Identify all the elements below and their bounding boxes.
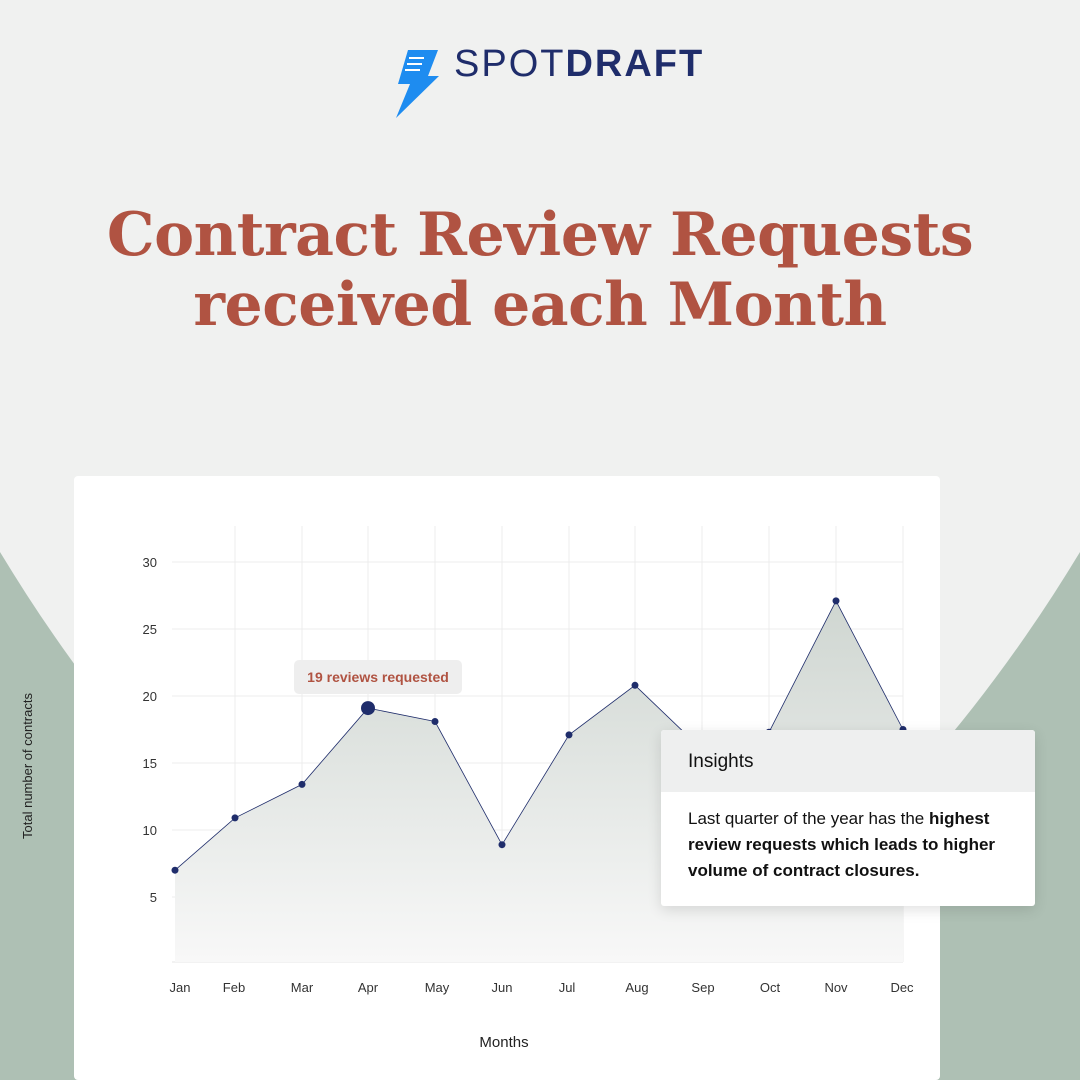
lightning-bolt-icon [396,50,439,118]
data-point[interactable] [298,780,306,788]
insights-body: Last quarter of the year has the highest… [661,792,1035,884]
x-tick-label: Oct [760,980,781,995]
y-tick-label: 5 [150,890,157,905]
x-tick-label: Jul [559,980,576,995]
data-point[interactable] [832,597,840,605]
x-tick-label: Jun [492,980,513,995]
y-tick-label: 25 [143,622,157,637]
spotdraft-logo: SPOTDRAFT [392,44,702,118]
data-point-highlighted[interactable] [361,701,375,716]
x-tick-label: Jan [170,980,191,995]
data-point[interactable] [171,866,179,874]
series-line [174,600,904,871]
data-point[interactable] [498,841,506,849]
y-tick-label: 20 [143,689,157,704]
y-tick-label: 15 [143,756,157,771]
insights-body-highlight: highest review requests which leads to h… [688,809,996,880]
brand-name-bold: DRAFT [565,43,705,85]
title-line-2: received each Month [193,270,887,340]
x-tick-label: May [425,980,450,995]
x-axis-label: Months [479,1034,529,1051]
y-tick-label: 30 [143,555,157,570]
brand-wordmark: SPOTDRAFT [454,44,704,84]
insights-title: Insights [661,730,1035,792]
insights-body-text: Last quarter of the year has the [688,809,929,828]
data-tooltip: 19 reviews requested [294,660,462,694]
insights-panel: Insights Last quarter of the year has th… [661,730,1035,906]
x-tick-label: Dec [890,980,914,995]
x-tick-label: Feb [223,980,245,995]
x-tick-label: Mar [291,980,314,995]
x-tick-label: Nov [824,980,848,995]
data-point[interactable] [431,718,439,725]
y-tick-label: 10 [143,823,157,838]
x-tick-label: Apr [358,980,379,995]
title-line-1: Contract Review Requests [106,200,974,270]
y-axis-ticks: 5 10 15 20 25 30 [143,555,157,905]
brand-name-light: SPOT [454,43,566,85]
y-axis-label: Total number of contracts [20,693,35,839]
x-tick-label: Sep [691,980,714,995]
x-tick-label: Aug [625,980,648,995]
data-point[interactable] [231,814,239,822]
x-axis-ticks: Jan Feb Mar Apr May Jun Jul Aug Sep Oct Nov Dec [170,980,915,995]
data-point[interactable] [631,681,639,689]
data-point[interactable] [565,731,573,739]
page-title: Contract Review Requests received each M… [60,200,1020,340]
